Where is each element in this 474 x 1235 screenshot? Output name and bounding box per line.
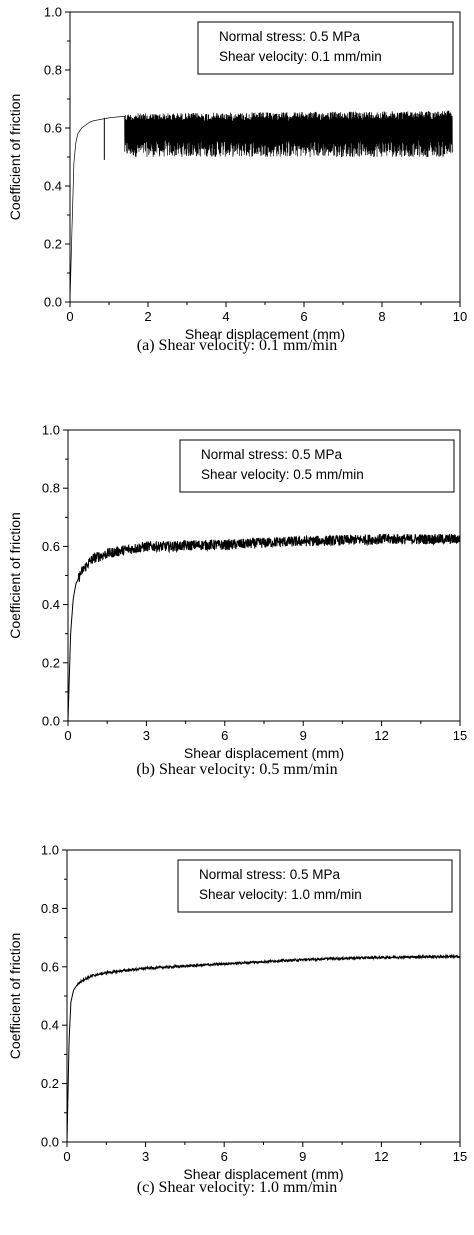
x-tick-label: 12	[374, 1149, 388, 1164]
x-tick-label: 4	[222, 309, 229, 324]
x-tick-label: 8	[378, 309, 385, 324]
y-tick-label: 0.2	[44, 237, 62, 252]
x-tick-label: 6	[221, 1149, 228, 1164]
x-tick-label: 0	[66, 309, 73, 324]
y-tick-label: 0.4	[44, 179, 62, 194]
legend-box	[179, 439, 455, 493]
x-tick-label: 3	[142, 1149, 149, 1164]
y-tick-label: 0.4	[41, 1018, 59, 1033]
x-tick-label: 10	[453, 309, 467, 324]
y-tick-label: 0.0	[42, 714, 60, 729]
y-tick-label: 0.2	[41, 1076, 59, 1091]
legend-entry: Shear velocity: 1.0 mm/min	[199, 887, 362, 902]
y-axis-label: Coefficient of friction	[7, 512, 23, 639]
x-axis-label: Shear displacement (mm)	[185, 326, 345, 342]
y-tick-label: 1.0	[41, 843, 59, 858]
data-series-line	[67, 533, 461, 722]
y-tick-label: 1.0	[42, 423, 60, 438]
legend-box	[177, 859, 453, 913]
legend-entry: Shear velocity: 0.1 mm/min	[219, 49, 382, 64]
x-tick-label: 6	[221, 728, 228, 743]
legend-entry: Normal stress: 0.5 MPa	[201, 447, 343, 462]
x-tick-label: 0	[63, 1149, 70, 1164]
chart-panel-c: 0.0 0.2 0.4 0.6 0.8 1.0 0 3 6 9 12 15 Shear displace…	[7, 843, 467, 1197]
x-tick-label: 0	[64, 728, 71, 743]
y-tick-label: 0.0	[44, 295, 62, 310]
data-series-line	[66, 953, 461, 1143]
y-axis-label: Coefficient of friction	[7, 933, 23, 1060]
legend-entry: Normal stress: 0.5 MPa	[199, 867, 341, 882]
figure-caption: (c) Shear velocity: 1.0 mm/min	[137, 1179, 337, 1196]
y-tick-label: 0.4	[42, 597, 60, 612]
x-tick-label: 2	[144, 309, 151, 324]
y-tick-label: 0.6	[41, 959, 59, 974]
x-tick-label: 15	[453, 728, 467, 743]
y-axis-label: Coefficient of friction	[7, 94, 23, 221]
x-tick-label: 9	[299, 1149, 306, 1164]
x-tick-label: 3	[143, 728, 150, 743]
figure-caption: (a) Shear velocity: 0.1 mm/min	[137, 337, 337, 354]
chart-panel-b: 0.0 0.2 0.4 0.6 0.8 1.0 0 3 6 9 12 15 Shear displace…	[7, 423, 467, 779]
x-tick-label: 6	[300, 309, 307, 324]
legend-box	[197, 21, 454, 75]
x-axis-label: Shear displacement (mm)	[183, 1166, 343, 1182]
y-tick-label: 0.6	[44, 121, 62, 136]
x-tick-label: 12	[374, 728, 388, 743]
y-tick-label: 1.0	[44, 5, 62, 20]
y-tick-label: 0.8	[42, 481, 60, 496]
y-tick-label: 0.2	[42, 655, 60, 670]
legend-entry: Shear velocity: 0.5 mm/min	[201, 467, 364, 482]
x-tick-label: 9	[300, 728, 307, 743]
x-axis-label: Shear displacement (mm)	[184, 745, 344, 761]
chart-panel-a: 0.0 0.2 0.4 0.6 0.8 1.0 0 2 4 6 8 10 Shear displacem…	[7, 5, 467, 355]
y-tick-label: 0.0	[41, 1135, 59, 1150]
legend-entry: Normal stress: 0.5 MPa	[219, 29, 361, 44]
y-tick-label: 0.8	[44, 63, 62, 78]
figure-caption: (b) Shear velocity: 0.5 mm/min	[136, 761, 337, 778]
y-tick-label: 0.6	[42, 539, 60, 554]
x-tick-label: 15	[453, 1149, 467, 1164]
y-tick-label: 0.8	[41, 901, 59, 916]
data-series-line	[69, 110, 453, 303]
